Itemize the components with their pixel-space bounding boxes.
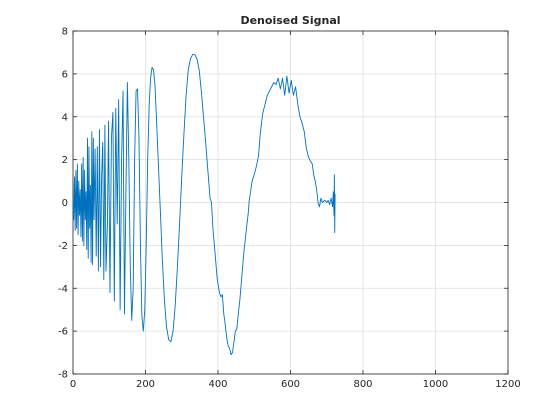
chart-title: Denoised Signal xyxy=(240,14,340,27)
x-tick-label: 200 xyxy=(136,379,155,390)
y-tick-label: 2 xyxy=(62,155,68,166)
x-tick-label: 1000 xyxy=(423,379,448,390)
y-tick-label: 6 xyxy=(62,69,68,80)
axis-ticks: 0 200 400 600 800 1000 1200 -8 -6 -4 -2 0 2 4 6 8 xyxy=(58,27,521,391)
series-layer xyxy=(72,54,336,356)
grid xyxy=(72,30,509,375)
y-tick-label: 8 xyxy=(62,27,68,38)
x-tick-label: 600 xyxy=(281,379,300,390)
x-tick-label: 0 xyxy=(70,379,76,390)
x-tick-label: 1200 xyxy=(495,379,520,390)
y-tick-label: -6 xyxy=(58,327,68,338)
y-tick-label: 0 xyxy=(62,198,68,209)
y-tick-label: 4 xyxy=(62,112,68,123)
y-tick-label: -2 xyxy=(58,241,68,252)
x-tick-label: 400 xyxy=(208,379,227,390)
series-line xyxy=(72,54,336,356)
y-tick-label: -4 xyxy=(58,284,68,295)
x-tick-label: 800 xyxy=(353,379,372,390)
y-tick-label: -8 xyxy=(58,370,68,381)
